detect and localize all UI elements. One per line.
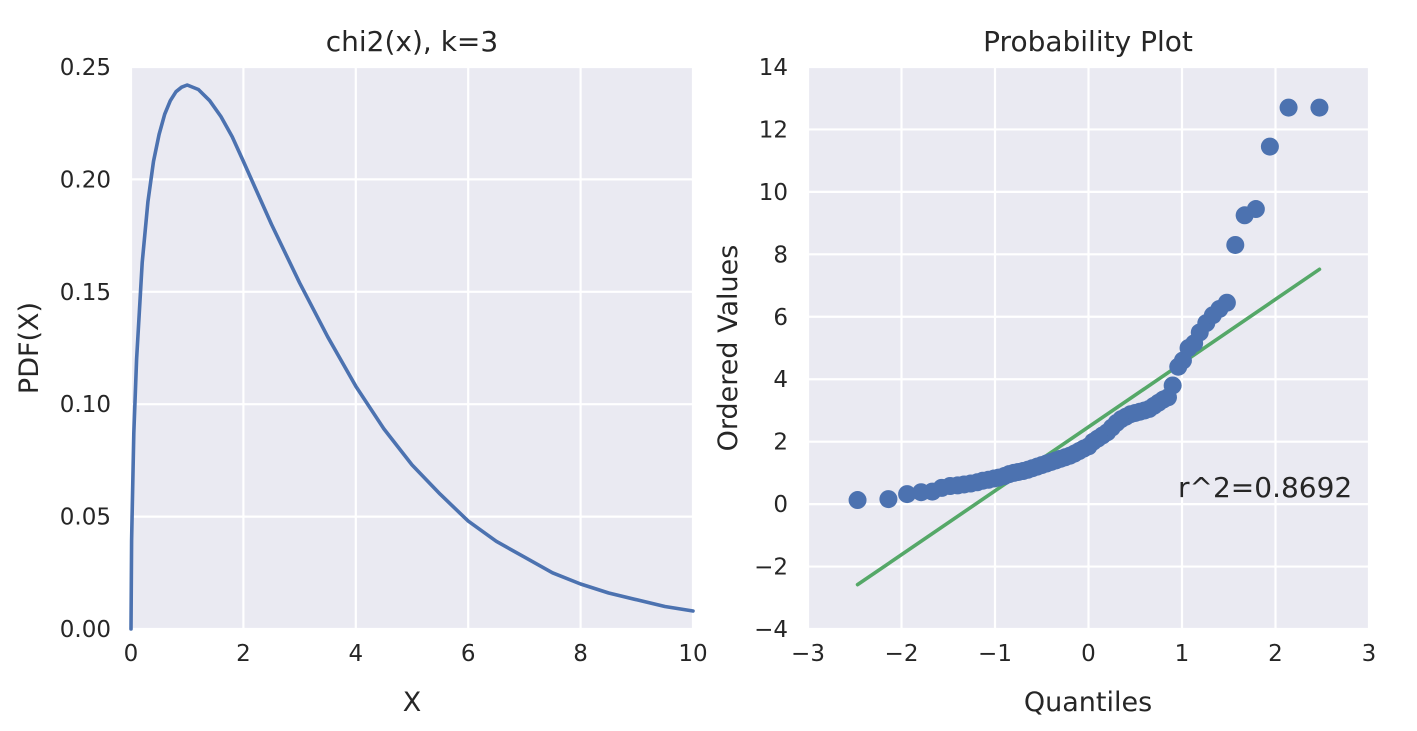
probplot-y-tick-label: 4	[773, 367, 788, 393]
probplot-point	[879, 490, 898, 509]
probplot-grid	[806, 65, 1371, 631]
pdf-x-tick-label: 4	[348, 641, 363, 667]
pdf-chart-title: chi2(x), k=3	[326, 25, 498, 58]
probplot-x-tick-label: 1	[1175, 641, 1190, 667]
probplot-x-tick-label: −1	[978, 641, 1012, 667]
pdf-x-axis-label: X	[403, 687, 422, 718]
probplot-point	[1226, 235, 1245, 254]
probplot-fit-line-group	[855, 267, 1322, 587]
pdf-y-tick-label: 0.10	[60, 392, 111, 418]
pdf-y-axis-label: PDF(X)	[14, 302, 45, 394]
probplot-point	[898, 485, 917, 504]
pdf-series-line	[129, 83, 695, 631]
probplot-x-tick-label: 0	[1081, 641, 1096, 667]
pdf-plot-area	[131, 67, 693, 629]
pdf-x-tick-label: 10	[678, 641, 707, 667]
probplot-y-axis-label: Ordered Values	[713, 245, 744, 452]
pdf-chart: 0 2 4 6 8 10 0.00 0.05 0.10 0.15 0.20 0.25 chi2(x)…	[14, 25, 708, 718]
probplot-x-tick-label: −2	[885, 641, 919, 667]
probplot-point	[1310, 98, 1329, 117]
probplot-y-tick-label: 8	[773, 242, 788, 268]
pdf-y-tick-label: 0.20	[60, 167, 111, 193]
probplot-point	[848, 491, 867, 510]
probplot-chart-title: Probability Plot	[983, 25, 1193, 58]
probplot-x-tick-label: 2	[1268, 641, 1283, 667]
probplot-x-axis-label: Quantiles	[1024, 687, 1152, 718]
probplot-y-tick-label: 10	[759, 180, 788, 206]
probplot-x-tick-labels: −3 −2 −1 0 1 2 3	[791, 641, 1376, 667]
probplot-point	[1163, 376, 1182, 395]
probplot-point	[1246, 200, 1265, 219]
pdf-x-tick-labels: 0 2 4 6 8 10	[124, 641, 708, 667]
probplot-y-tick-label: 14	[759, 55, 788, 81]
probplot-fit-line	[855, 267, 1322, 587]
probplot-point	[1260, 137, 1279, 156]
probplot-y-tick-label: 0	[773, 492, 788, 518]
probplot-y-tick-label: −2	[754, 555, 788, 581]
pdf-series-group	[129, 83, 695, 631]
pdf-x-tick-label: 0	[124, 641, 139, 667]
pdf-y-tick-label: 0.05	[60, 505, 111, 531]
probplot-y-tick-label: 6	[773, 305, 788, 331]
probplot-y-tick-label: −4	[754, 617, 788, 643]
pdf-y-tick-label: 0.15	[60, 280, 111, 306]
probplot-points-group	[848, 98, 1329, 510]
r-squared-annotation: r^2=0.8692	[1178, 471, 1352, 504]
probplot-y-tick-labels: −4 −2 0 2 4 6 8 10 12 14	[754, 55, 788, 643]
pdf-y-tick-label: 0.00	[60, 617, 111, 643]
pdf-x-tick-label: 8	[573, 641, 588, 667]
pdf-x-tick-label: 2	[236, 641, 251, 667]
probplot-x-tick-label: −3	[791, 641, 825, 667]
probplot-point	[1217, 293, 1236, 312]
pdf-y-tick-labels: 0.00 0.05 0.10 0.15 0.20 0.25	[60, 55, 111, 643]
pdf-y-tick-label: 0.25	[60, 55, 111, 81]
pdf-x-tick-label: 6	[461, 641, 476, 667]
probplot-y-tick-label: 12	[759, 117, 788, 143]
probplot-x-tick-label: 3	[1362, 641, 1377, 667]
probplot-y-tick-label: 2	[773, 430, 788, 456]
probplot-point	[1279, 98, 1298, 117]
